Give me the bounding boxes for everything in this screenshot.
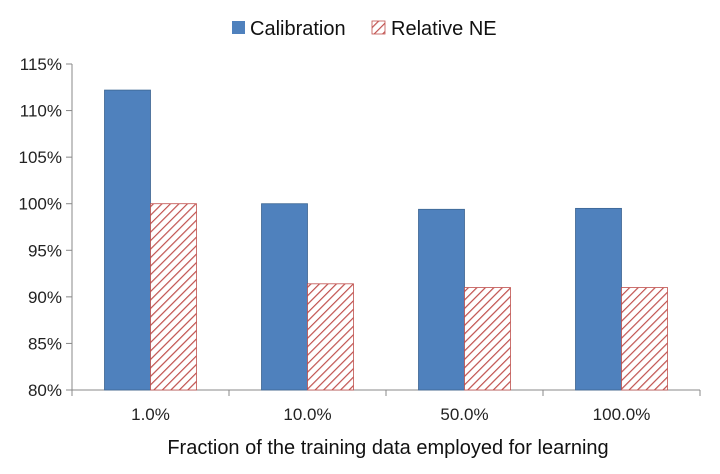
bar-relative-ne-10-0pct [307,283,354,391]
bar-calibration-100-0pct [575,207,622,391]
legend-label-relative-ne: Relative NE [391,18,497,40]
legend-label-calibration: Calibration [250,18,346,40]
x-tick-label: 10.0% [283,405,331,424]
legend-swatch-relative-ne [371,20,386,35]
x-tick-label: 1.0% [131,405,170,424]
bar-calibration-50-0pct [418,208,465,391]
legend-swatch-calibration [232,21,245,34]
y-tick-label: 100% [19,195,62,214]
bars [104,89,668,391]
y-tick-label: 105% [19,148,62,167]
y-tick-label: 85% [28,334,62,353]
bar-relative-ne-1-0pct [150,203,197,391]
y-tick-label: 115% [20,55,62,74]
y-tick-label: 110% [20,102,62,121]
bar-relative-ne-50-0pct [464,287,511,391]
x-ticks [71,390,701,396]
bar-calibration-1-0pct [104,89,151,391]
legend: Calibration Relative NE [232,18,497,40]
x-tick-label: 100.0% [593,405,651,424]
y-tick-label: 80% [28,381,62,400]
x-labels: 1.0% 10.0% 50.0% 100.0% [131,405,650,424]
y-tick-label: 95% [28,241,62,260]
y-tick-label: 90% [28,288,62,307]
x-axis-title: Fraction of the training data employed f… [167,437,608,459]
bar-relative-ne-100-0pct [621,287,668,391]
y-ticks: 80% 85% 90% 95% 100% 105% 110% 115% [19,55,72,400]
x-tick-label: 50.0% [440,405,488,424]
bar-calibration-10-0pct [261,203,308,391]
